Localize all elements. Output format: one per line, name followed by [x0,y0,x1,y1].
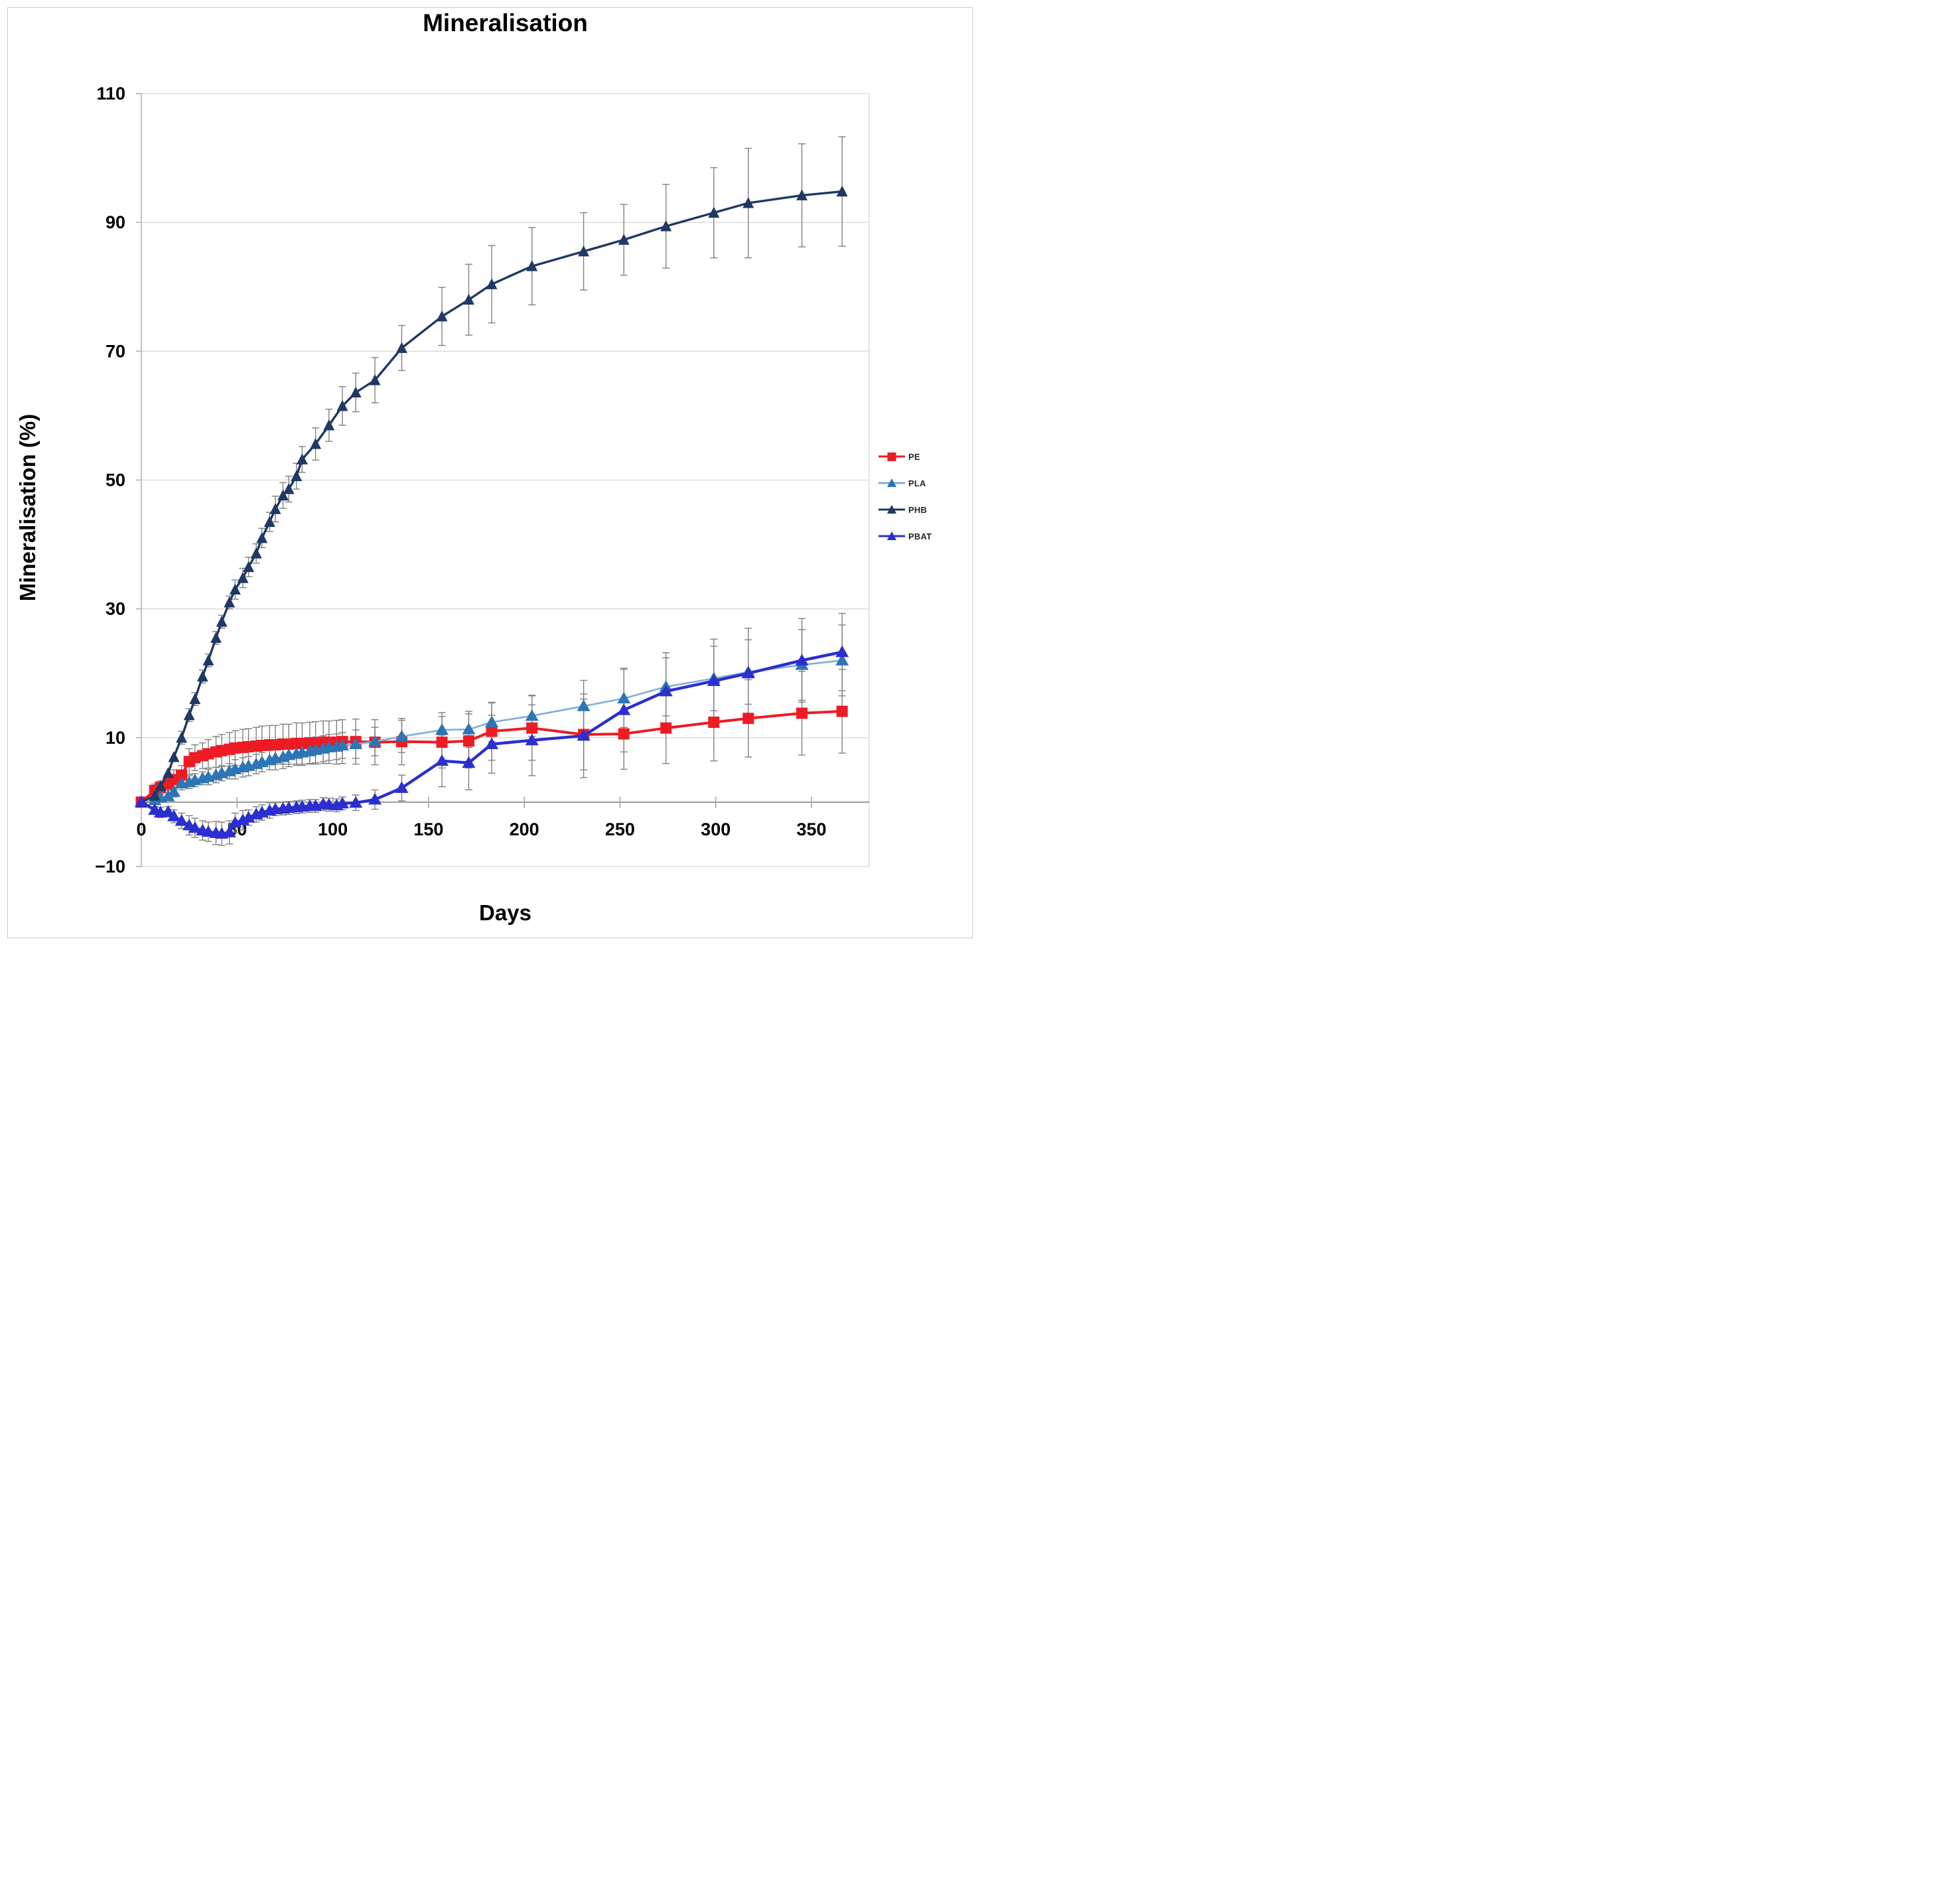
x-tick-label: 0 [136,819,146,839]
legend-item-phb: PHB [877,496,932,523]
pbat-legend-marker-icon [878,531,905,540]
y-tick-label: 90 [105,212,125,232]
x-tick-label: 350 [796,819,826,839]
chart-title: Mineralisation [423,9,588,36]
x-tick-label: 100 [318,819,348,839]
legend-item-pla: PLA [877,470,932,496]
phb-legend-marker-icon [878,505,905,514]
error-bars [151,136,846,846]
x-tick-label: 300 [701,819,731,839]
pe-legend-marker-icon [878,453,905,461]
y-tick-label: −10 [95,857,125,876]
y-tick-label: 110 [96,84,125,104]
series-pbat [135,645,849,839]
series-phb [135,185,848,807]
chart-legend: PE PLA PHB PBAT [877,443,932,549]
legend-label-phb: PHB [908,504,928,515]
y-tick-label: 50 [105,470,125,490]
legend-label-pbat: PBAT [908,531,932,541]
legend-item-pe: PE [877,443,932,470]
legend-item-pbat: PBAT [877,523,932,549]
chart-canvas: Mineralisation Mineralisation (%) 0 50 100… [0,0,980,946]
y-tick-label: 70 [105,341,125,361]
legend-label-pla: PLA [908,478,926,488]
legend-label-pe: PE [908,451,920,462]
y-tick-label: 30 [105,599,125,619]
y-tick-label: 10 [105,728,125,748]
x-tick-label: 250 [605,819,635,839]
x-axis-title: Days [479,900,531,925]
x-tick-label: 200 [510,819,539,839]
series-pla [135,654,849,807]
pla-legend-marker-icon [878,478,905,487]
x-tick-label: 150 [413,819,443,839]
